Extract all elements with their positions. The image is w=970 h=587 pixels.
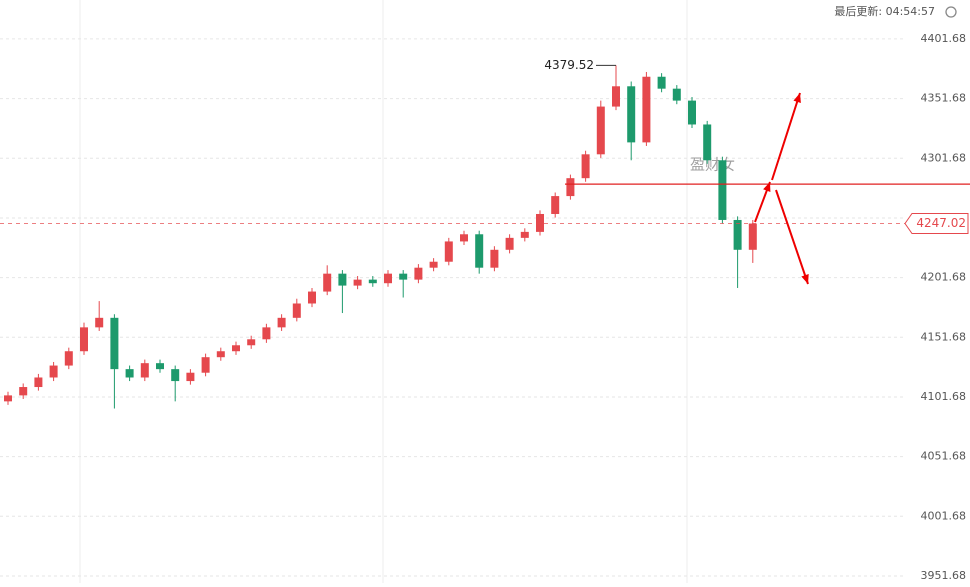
candle-body: [505, 237, 514, 250]
candle-body: [414, 267, 423, 280]
candle-body: [110, 317, 119, 370]
high-label: 4379.52: [544, 58, 594, 72]
watermark: 盈财女: [690, 156, 735, 174]
candle-body: [551, 196, 560, 214]
price-tag: [904, 213, 969, 235]
candle-body: [703, 124, 712, 161]
candle-body: [748, 223, 757, 250]
candle-body: [566, 178, 575, 197]
candle-body: [460, 234, 468, 242]
candle-body: [308, 291, 316, 304]
candle-body: [384, 273, 392, 284]
candle-body: [262, 327, 271, 340]
candle-body: [201, 357, 210, 373]
candle-body: [399, 273, 408, 280]
candle-body: [688, 100, 696, 125]
candle-body: [368, 279, 377, 284]
candle-body: [429, 261, 438, 268]
candle-body: [216, 351, 225, 358]
arrow-head: [763, 182, 771, 192]
candle-body: [444, 241, 453, 262]
last-price-label: 4247.02: [916, 216, 966, 230]
y-tick-label: 4201.68: [921, 271, 967, 284]
candle-body: [95, 317, 104, 328]
candle-body: [19, 387, 28, 396]
candle-body: [520, 231, 529, 238]
candle-body: [353, 279, 362, 286]
update-label: 最后更新: 04:54:57: [834, 4, 935, 18]
y-tick-label: 4301.68: [921, 151, 967, 164]
y-tick-label: 4351.68: [921, 92, 967, 105]
candle-body: [338, 273, 347, 286]
candle-body: [292, 303, 301, 318]
candle-body: [581, 154, 590, 179]
candle-body: [323, 273, 332, 292]
arrow-head: [801, 274, 809, 284]
candle-body: [140, 363, 149, 378]
candle-body: [672, 88, 681, 101]
candle-body: [171, 369, 180, 382]
y-tick-label: 4151.68: [921, 330, 967, 343]
candle-body: [475, 234, 484, 268]
y-tick-label: 3951.68: [921, 569, 967, 582]
candle-body: [277, 317, 286, 328]
candle-body: [49, 365, 58, 378]
arrow-line: [775, 189, 809, 285]
y-tick-label: 4101.68: [921, 390, 967, 403]
candle-body: [490, 249, 499, 268]
candle-body: [596, 106, 605, 155]
candle-body: [64, 351, 73, 366]
y-tick-label: 4401.68: [921, 32, 967, 45]
candle-body: [536, 213, 544, 232]
candle-body: [232, 345, 240, 352]
candle-body: [642, 76, 651, 143]
refresh-icon[interactable]: [945, 6, 957, 18]
candle-body: [247, 339, 256, 346]
candle-body: [186, 372, 195, 382]
candle-body: [627, 86, 636, 143]
candle-body: [718, 160, 727, 220]
candle-body: [125, 369, 134, 378]
y-tick-label: 4051.68: [921, 450, 967, 463]
arrow-line: [771, 92, 801, 181]
candle-body: [156, 363, 164, 370]
candle-body: [612, 86, 620, 107]
candle-body: [657, 76, 666, 89]
candle-body: [733, 219, 742, 250]
candle-body: [4, 395, 12, 402]
arrow-head: [793, 93, 801, 103]
y-tick-label: 4001.68: [921, 509, 967, 522]
candle-body: [80, 327, 88, 352]
candle-body: [34, 377, 43, 388]
